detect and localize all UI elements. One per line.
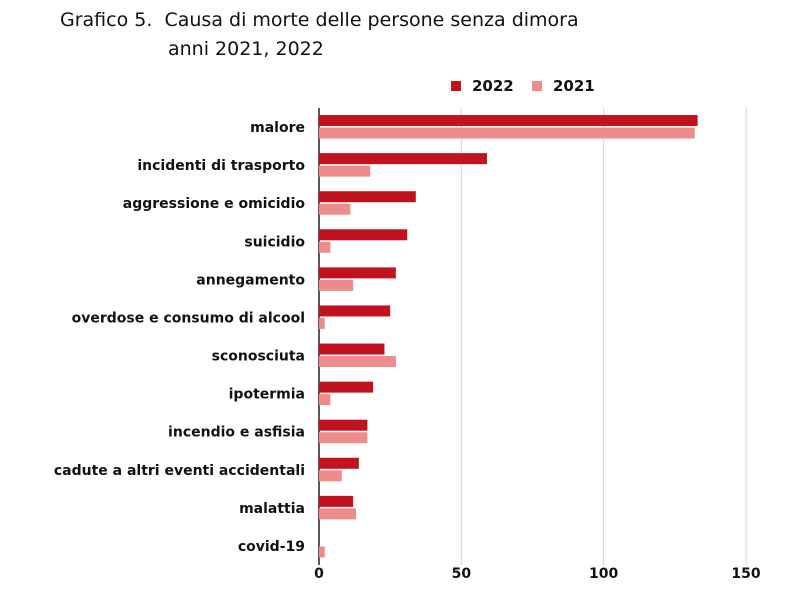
legend-label-2021: 2021 — [553, 77, 595, 95]
bar-2022-incidenti-di-trasporto — [319, 153, 487, 165]
category-label-sconosciuta: sconosciuta — [212, 349, 305, 365]
bar-2021-cadute-a-altri-eventi-accidentali — [319, 470, 342, 482]
bar-2022-malattia — [319, 495, 354, 507]
legend-swatch-2022 — [451, 81, 461, 91]
category-label-aggressione-e-omicidio: aggressione e omicidio — [123, 196, 306, 212]
category-label-malattia: malattia — [239, 501, 305, 517]
chart-title-prefix: Grafico 5. — [60, 9, 153, 31]
bar-2021-covid-19 — [319, 546, 325, 558]
legend-label-2022: 2022 — [472, 77, 514, 95]
x-tick-label-150: 150 — [731, 566, 760, 582]
bar-2021-overdose-e-consumo-di-alcool — [319, 317, 325, 329]
bar-2022-suicidio — [319, 229, 408, 241]
x-tick-label-50: 50 — [452, 566, 472, 582]
category-label-annegamento: annegamento — [196, 272, 305, 288]
category-label-cadute-a-altri-eventi-accidentali: cadute a altri eventi accidentali — [54, 463, 305, 479]
category-label-incidenti-di-trasporto: incidenti di trasporto — [137, 158, 305, 174]
bar-2021-suicidio — [319, 241, 331, 253]
category-label-incendio-e-asfisia: incendio e asfisia — [168, 425, 305, 441]
chart-title-text: Causa di morte delle persone senza dimor… — [164, 9, 579, 31]
legend-swatch-2021 — [532, 81, 542, 91]
bar-2021-incidenti-di-trasporto — [319, 165, 371, 177]
bar-2021-annegamento — [319, 279, 354, 291]
bar-2021-incendio-e-asfisia — [319, 432, 368, 444]
chart-subtitle: anni 2021, 2022 — [168, 38, 324, 60]
bar-2022-overdose-e-consumo-di-alcool — [319, 305, 391, 317]
bar-2022-annegamento — [319, 267, 396, 279]
bar-2022-cadute-a-altri-eventi-accidentali — [319, 457, 359, 469]
category-label-ipotermia: ipotermia — [229, 387, 305, 403]
category-label-covid-19: covid-19 — [238, 539, 305, 555]
bar-2021-malore — [319, 127, 695, 139]
category-label-overdose-e-consumo-di-alcool: overdose e consumo di alcool — [72, 310, 305, 326]
legend-item-2022: 2022 — [451, 77, 514, 95]
bar-2022-aggressione-e-omicidio — [319, 191, 416, 203]
bar-2022-malore — [319, 115, 698, 127]
x-tick-label-100: 100 — [589, 566, 618, 582]
bar-2022-incendio-e-asfisia — [319, 419, 368, 431]
legend-item-2021: 2021 — [532, 77, 595, 95]
chart-title: Grafico 5. Causa di morte delle persone … — [60, 9, 579, 31]
bar-2022-ipotermia — [319, 381, 374, 393]
category-label-malore: malore — [250, 120, 305, 136]
x-tick-label-0: 0 — [314, 566, 324, 582]
category-label-suicidio: suicidio — [244, 234, 305, 250]
bar-2021-aggressione-e-omicidio — [319, 203, 351, 215]
bar-2021-malattia — [319, 508, 357, 520]
bar-2022-sconosciuta — [319, 343, 385, 355]
bar-2021-sconosciuta — [319, 356, 396, 368]
bar-2021-ipotermia — [319, 394, 331, 406]
